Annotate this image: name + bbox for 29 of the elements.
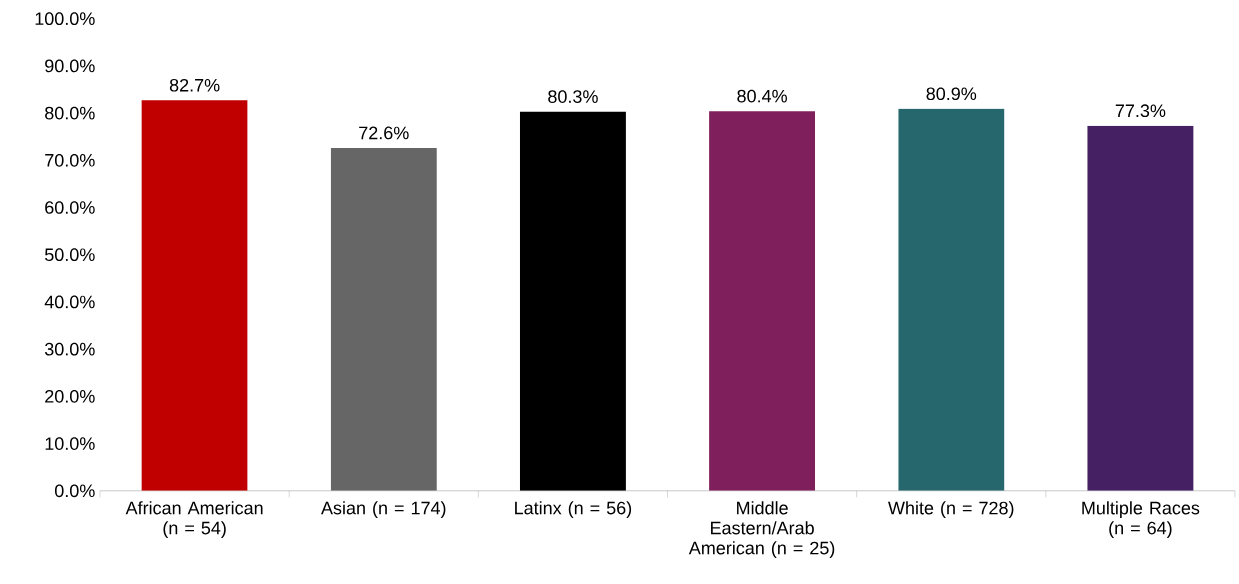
y-tick-label: 80.0% [45, 106, 95, 120]
x-tick-label: Middle Eastern/Arab American (n = 25) [688, 501, 835, 558]
y-tick-label: 20.0% [45, 389, 95, 403]
data-label: 77.3% [1115, 104, 1166, 118]
y-tick-label: 30.0% [44, 342, 95, 356]
bar [141, 100, 248, 491]
x-tick-label: Multiple Races (n = 64) [1082, 501, 1200, 538]
x-tick-label: African American (n = 54) [125, 501, 263, 538]
data-label: 82.7% [169, 78, 220, 92]
data-label: 80.9% [926, 87, 977, 101]
bar [330, 147, 437, 491]
y-tick-label: 40.0% [44, 295, 95, 309]
x-tick-label: Asian (n = 174) [321, 501, 446, 518]
y-tick-label: 60.0% [45, 201, 95, 214]
bar [519, 111, 626, 491]
y-tick-label: 10.0% [45, 437, 95, 450]
bar [709, 111, 816, 491]
data-label: 80.4% [737, 89, 787, 103]
y-tick-label: 90.0% [45, 59, 95, 73]
y-tick-label: 70.0% [45, 153, 95, 167]
x-tick-label: Latinx (n = 56) [515, 501, 632, 518]
x-tick-label: White (n = 728) [888, 501, 1014, 518]
bar [898, 108, 1005, 491]
data-label: 72.6% [359, 126, 409, 140]
y-tick-label: 0.0% [55, 484, 95, 498]
y-tick-label: 100.0% [35, 12, 95, 25]
y-tick-label: 50.0% [44, 248, 95, 262]
data-label: 80.3% [548, 90, 598, 103]
bar [1087, 125, 1194, 491]
